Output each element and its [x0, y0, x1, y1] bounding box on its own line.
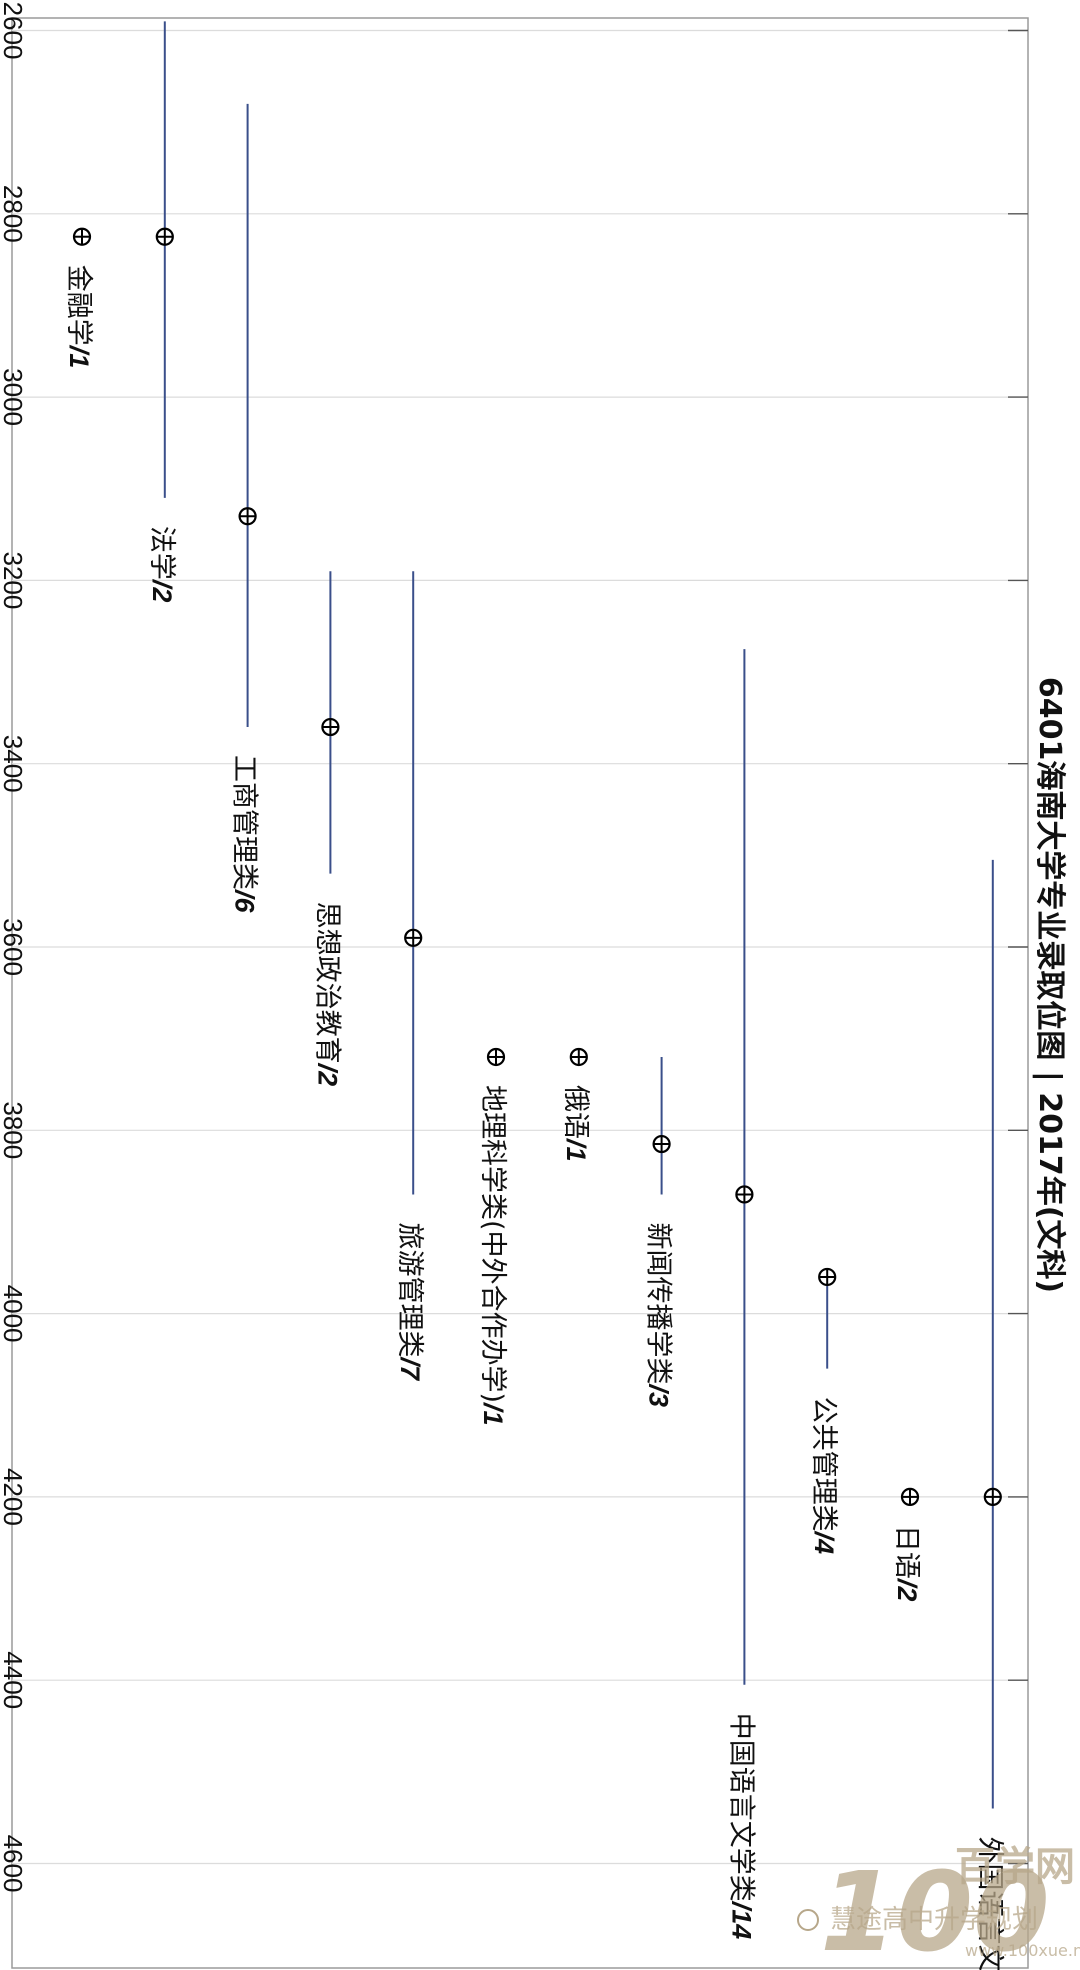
category-name: 地理科学类(中外合作办学) [477, 1085, 508, 1403]
category-label: 旅游管理类/7 [394, 1222, 425, 1382]
category-count: /1 [561, 1138, 591, 1162]
plot-frame [11, 17, 1029, 1969]
data-point [155, 227, 174, 246]
category-count: /7 [395, 1356, 425, 1382]
tick-label: 3400 [0, 735, 28, 793]
category-count: /6 [230, 889, 260, 914]
category-name: 旅游管理类 [394, 1222, 425, 1357]
watermark-url: www.100xue.net [965, 1941, 1080, 1960]
chart-title: 6401海南大学专业录取位图 | 2017年(文科) [1032, 677, 1067, 1293]
tick-label: 3800 [0, 1101, 28, 1159]
tick-label: 4200 [0, 1468, 28, 1526]
plot-border [11, 17, 1029, 1969]
category-label: 金融学/1 [63, 265, 94, 369]
tick-label: 3000 [0, 368, 28, 426]
category-count: /2 [892, 1578, 922, 1602]
data-marks: 金融学/1 法学/2 工商管理类/6 思想政治教育/2 旅游管理类/7 地理科学类(中外合… [63, 21, 1005, 1970]
category-count: /2 [312, 1063, 342, 1087]
tick-label: 4600 [0, 1835, 28, 1893]
watermark-wechat: 慧途高中升学规划 [830, 1905, 1038, 1935]
tick-label: 3200 [0, 551, 28, 609]
category-label: 法学/2 [146, 526, 177, 603]
data-point [72, 227, 92, 246]
category-label: 新闻传播学类/3 [643, 1222, 674, 1407]
data-point [321, 717, 340, 737]
data-point [238, 507, 257, 526]
tick-label: 2600 [0, 2, 28, 60]
rank-axis-ticks: 2600 2800 3000 3200 3400 3600 3800 4000 4200 4400… [0, 2, 28, 1893]
category-name: 法学 [146, 526, 177, 580]
category-name: 中国语言文学类 [725, 1713, 756, 1902]
data-point [735, 1185, 754, 1204]
data-point [900, 1487, 920, 1507]
category-name: 外国语言文学类 [974, 1837, 1005, 1970]
category-count: /1 [478, 1402, 508, 1426]
data-point [983, 1487, 1002, 1507]
category-count: /2 [147, 579, 177, 603]
category-count: /3 [644, 1383, 674, 1407]
data-point [486, 1047, 506, 1067]
category-label: 外国语言文学类/7 [974, 1837, 1005, 1970]
category-label: 中国语言文学类/14 [725, 1713, 756, 1940]
category-count: /14 [726, 1901, 756, 1940]
category-label: 俄语/1 [560, 1085, 591, 1162]
category-name: 思想政治教育 [311, 902, 342, 1064]
category-count: /1 [64, 345, 94, 369]
category-name: 日语 [891, 1525, 922, 1579]
gridlines [12, 29, 1028, 1865]
category-name: 工商管理类 [229, 755, 260, 890]
tick-label: 4400 [0, 1651, 28, 1709]
data-point [569, 1047, 588, 1067]
category-name: 俄语 [560, 1085, 591, 1139]
category-label: 公共管理类/4 [808, 1397, 839, 1555]
category-count: /4 [809, 1531, 839, 1555]
tick-label: 3600 [0, 918, 28, 976]
data-point [652, 1134, 671, 1154]
category-label: 地理科学类(中外合作办学)/1 [477, 1085, 508, 1426]
watermark-brand: 百学网 [955, 1844, 1075, 1890]
tick-label: 2800 [0, 185, 28, 243]
data-point [404, 928, 423, 947]
category-name: 金融学 [63, 265, 94, 346]
category-label: 工商管理类/6 [229, 755, 260, 914]
watermark-logo: 100 [820, 1848, 1050, 1970]
watermark: 100 百学网 慧途高中升学规划 www.100xue.net [797, 1844, 1080, 1970]
tick-label: 4000 [0, 1285, 28, 1343]
data-point [818, 1267, 837, 1287]
category-name: 公共管理类 [808, 1397, 839, 1532]
category-label: 日语/2 [891, 1525, 922, 1602]
category-label: 思想政治教育/2 [311, 902, 342, 1087]
category-name: 新闻传播学类 [643, 1222, 674, 1384]
wechat-icon [797, 1909, 819, 1931]
